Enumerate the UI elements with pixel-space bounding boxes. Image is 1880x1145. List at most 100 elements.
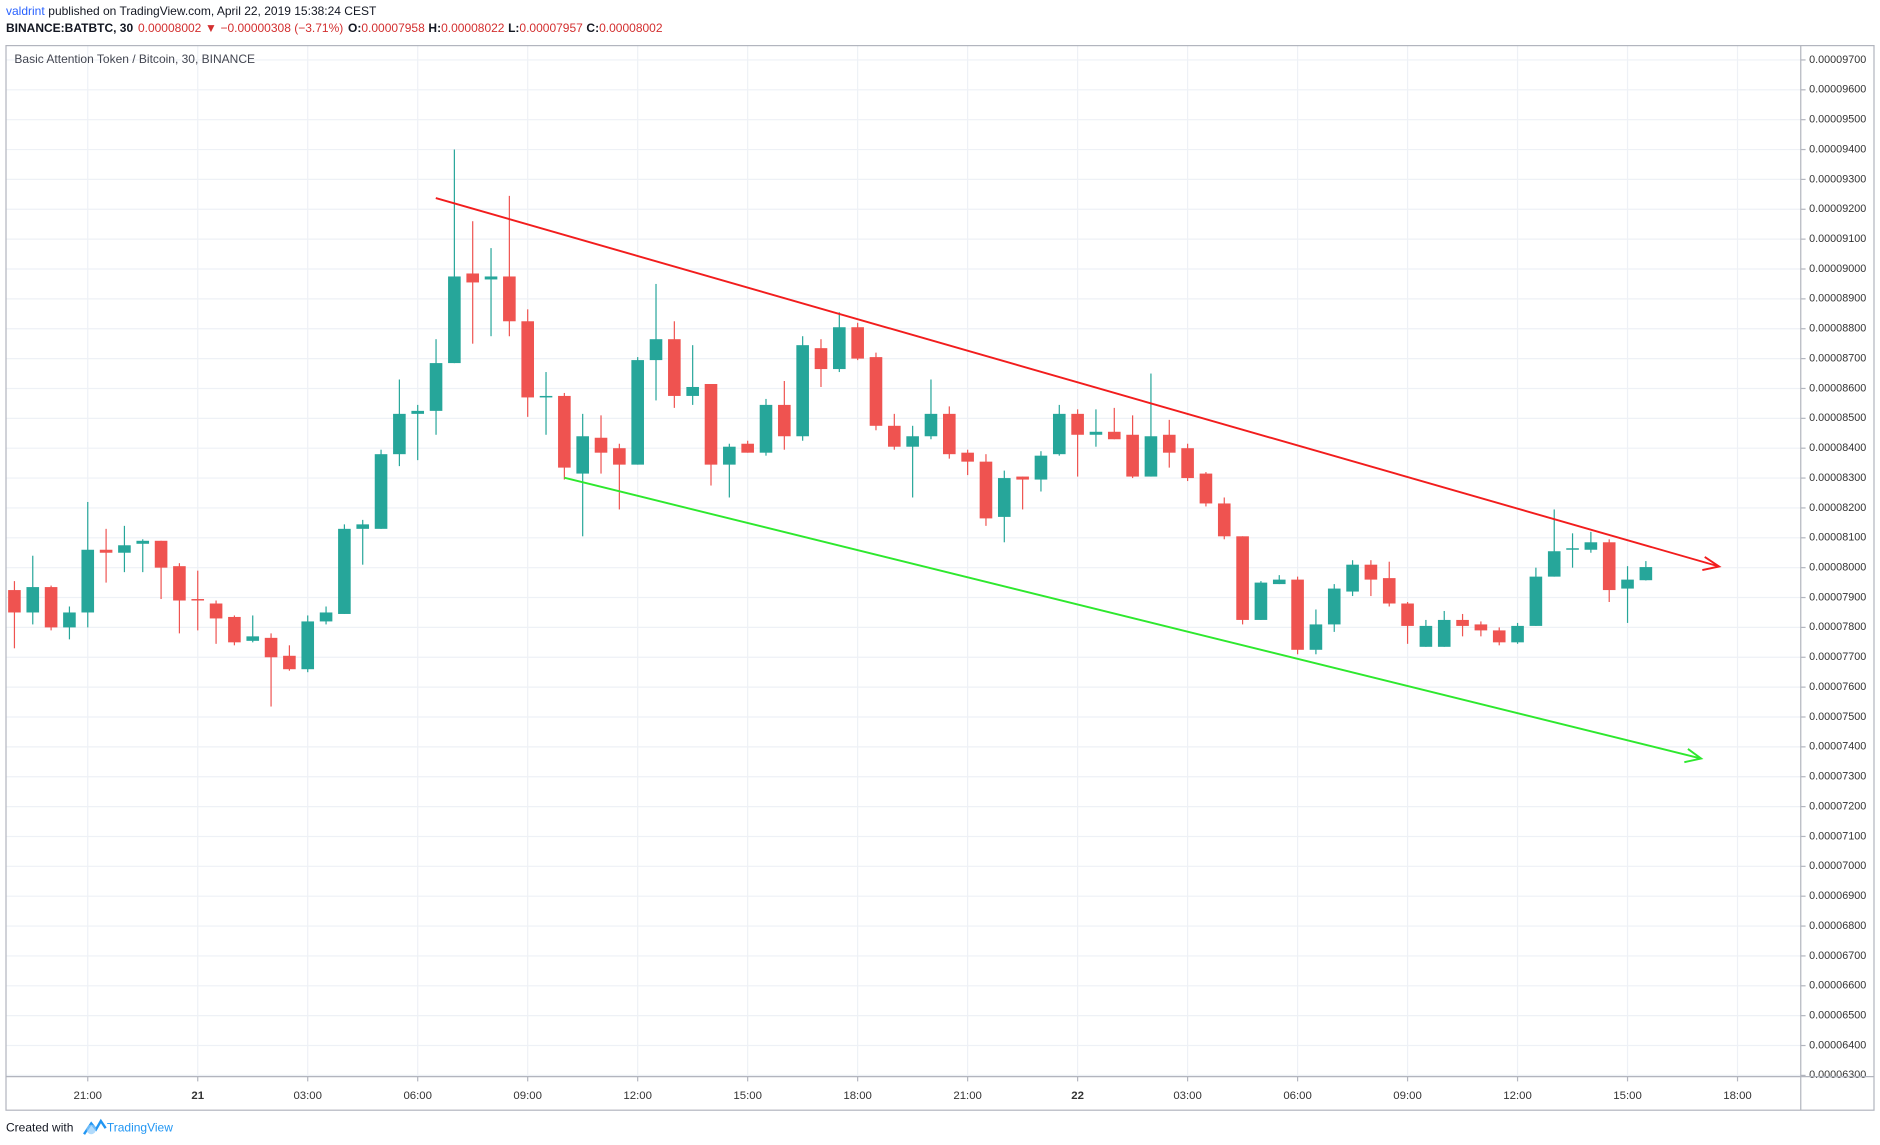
candle-body [961, 452, 974, 462]
candle-body [833, 327, 846, 370]
candle-body [154, 540, 168, 568]
candle-body [539, 395, 553, 398]
candle-body [778, 404, 791, 437]
y-tick-label: 0.00009100 [1809, 233, 1866, 245]
x-tick-label: 09:00 [1393, 1090, 1422, 1102]
candle-body [594, 437, 608, 453]
x-tick-label: 21:00 [73, 1090, 102, 1102]
candle-body [1144, 436, 1158, 477]
y-tick-label: 0.00007700 [1809, 651, 1866, 663]
candle-body [393, 413, 406, 455]
candle-body [1602, 542, 1616, 591]
candle-body [283, 655, 296, 670]
candle-body [1547, 551, 1561, 577]
candle-body [796, 345, 809, 437]
brand[interactable]: TradingView [107, 1120, 173, 1134]
y-tick-label: 0.00009300 [1809, 173, 1866, 185]
candle-body [1071, 413, 1084, 435]
y-tick-label: 0.00009200 [1809, 203, 1866, 215]
candle-body [118, 545, 131, 553]
candle-body [1639, 567, 1653, 581]
high-label: H: [428, 21, 441, 35]
x-tick-label: 03:00 [293, 1090, 322, 1102]
x-tick-label: 18:00 [843, 1090, 872, 1102]
chart-title: Basic Attention Token / Bitcoin, 30, BIN… [14, 52, 255, 66]
y-tick-label: 0.00007200 [1809, 800, 1866, 812]
y-tick-label: 0.00006800 [1809, 920, 1866, 932]
candle-body [503, 276, 516, 322]
candle-body [301, 621, 315, 670]
candle-body [1016, 476, 1029, 480]
candle-body [264, 637, 278, 658]
candle-body [44, 587, 58, 628]
candle-body [209, 603, 223, 619]
x-tick-label: 03:00 [1173, 1090, 1202, 1102]
open-label: O: [348, 21, 361, 35]
candle-body [1162, 434, 1176, 453]
y-tick-label: 0.00006600 [1809, 980, 1866, 992]
candle-body [686, 386, 699, 396]
candle-body [1511, 625, 1524, 643]
candle-body [246, 636, 260, 641]
candle-body [1126, 434, 1139, 477]
candle-body [869, 357, 883, 426]
candle-body [576, 436, 589, 474]
candle-body [1364, 564, 1378, 580]
candle-body [723, 446, 736, 465]
y-tick-label: 0.00009400 [1809, 143, 1866, 155]
candle-body [1199, 473, 1213, 504]
y-tick-label: 0.00006300 [1809, 1069, 1866, 1081]
candle-body [356, 524, 370, 529]
candle-body [1382, 578, 1396, 604]
candle-body [1621, 579, 1634, 589]
candle-body [1181, 448, 1194, 479]
candle-body [1254, 582, 1268, 620]
x-tick-label: 15:00 [733, 1090, 762, 1102]
candle-body [704, 383, 718, 465]
x-tick-label: 15:00 [1613, 1090, 1642, 1102]
frame [5, 45, 1875, 1111]
x-tick-label: 06:00 [1283, 1090, 1312, 1102]
open: 0.00007958 [361, 21, 425, 35]
candle-body [1236, 536, 1249, 620]
candle-body [338, 528, 351, 614]
candle-body [924, 413, 938, 437]
publish-line: valdrint published on TradingView.com, Ap… [6, 4, 377, 18]
candle-body [429, 363, 443, 411]
candle-body [136, 540, 150, 544]
candle-body [1419, 625, 1433, 647]
y-tick-label: 0.00007400 [1809, 741, 1866, 753]
x-tick-label: 21 [191, 1090, 204, 1102]
y-tick-label: 0.00008000 [1809, 562, 1866, 574]
candle-body [814, 348, 828, 370]
candle-body [558, 395, 571, 468]
candle-body [1089, 431, 1103, 435]
y-tick-label: 0.00008300 [1809, 472, 1866, 484]
candle-body [374, 454, 388, 529]
candle-body [191, 599, 205, 601]
candle-body [1437, 619, 1451, 647]
candle-body [411, 410, 425, 414]
y-tick-label: 0.00008800 [1809, 323, 1866, 335]
candle-body [81, 549, 95, 613]
low: 0.00007957 [519, 21, 583, 35]
candle-body [173, 566, 186, 601]
candle-body [1291, 579, 1304, 650]
candle-body [466, 273, 480, 283]
candle-body [1584, 542, 1598, 550]
candle-body [521, 321, 534, 398]
y-tick-label: 0.00008600 [1809, 382, 1866, 394]
x-tick-label: 18:00 [1723, 1090, 1752, 1102]
low-label: L: [508, 21, 519, 35]
x-tick-label: 09:00 [513, 1090, 542, 1102]
x-tick-label: 06:00 [403, 1090, 432, 1102]
candle-body [99, 549, 113, 553]
y-tick-label: 0.00007500 [1809, 711, 1866, 723]
close: 0.00008002 [599, 21, 663, 35]
y-tick-label: 0.00008500 [1809, 412, 1866, 424]
candle-body [851, 327, 864, 359]
y-tick-label: 0.00006900 [1809, 890, 1866, 902]
y-tick-label: 0.00007300 [1809, 771, 1866, 783]
author[interactable]: valdrint [6, 4, 45, 18]
